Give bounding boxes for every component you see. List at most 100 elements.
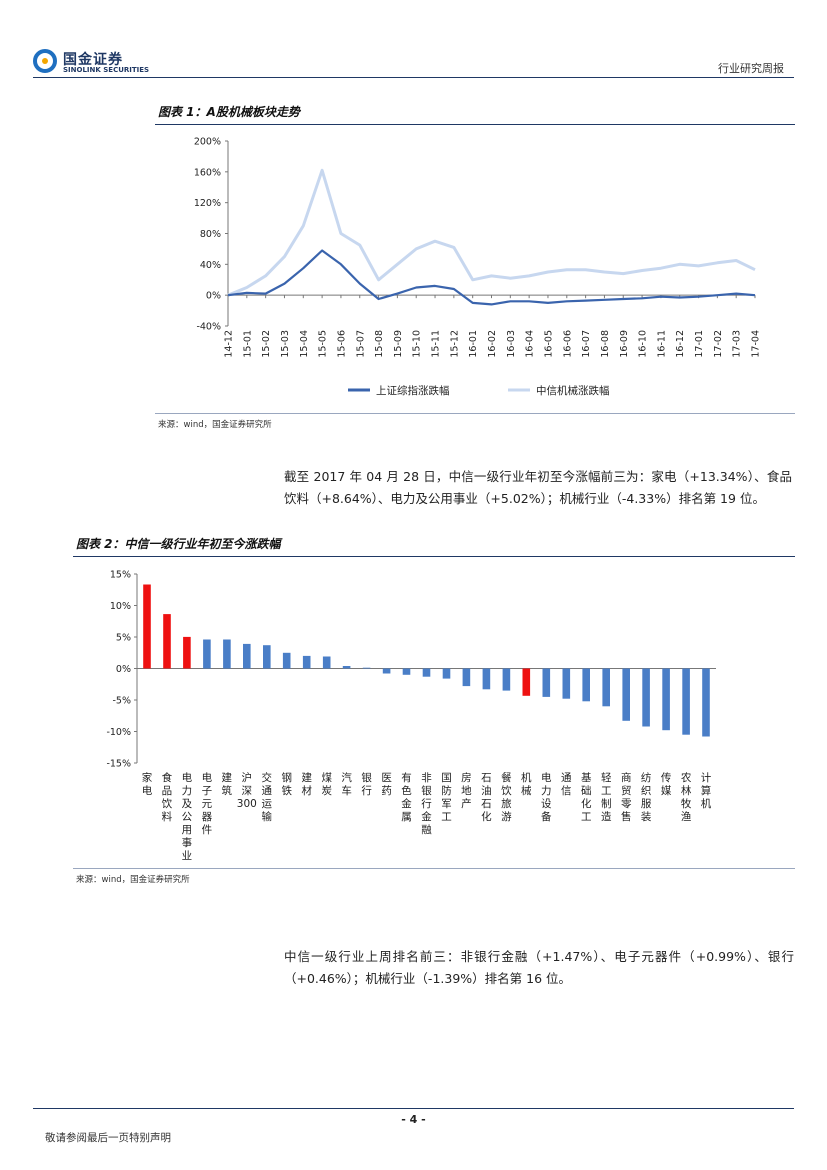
figure1-title: 图表 1：A股机械板块走势 [158,105,300,119]
bar-4 [223,639,231,669]
category-label-23: 轻工制造 [601,771,612,823]
category-label-1: 食品饮料 [162,771,173,823]
category-label-14: 非银行金融 [421,772,432,836]
logo-en: SINOLINK SECURITIES [63,66,150,74]
category-label-28: 计算机 [701,771,712,810]
bar-chart: 15%10%5%0%-5%-10%-15%家电食品饮料电力及公用事业电子元器件建… [106,570,716,862]
category-label-0: 家电 [142,771,153,797]
bar-27 [682,668,690,735]
bar-0 [143,584,151,669]
x-tick-label: 16-01 [468,330,479,358]
bar-16 [462,668,471,687]
category-label-10: 汽车 [341,771,352,797]
bar-28 [702,668,710,737]
category-label-21: 通信 [561,772,572,797]
y-tick-label: -40% [196,322,221,333]
bar-13 [402,668,411,675]
x-tick-label: 15-08 [374,330,385,358]
bar-19 [522,668,531,696]
figure1-bottom-rule [155,413,795,414]
x-tick-label: 16-02 [487,330,498,358]
category-label-11: 银行 [361,771,372,797]
footer-note: 敬请参阅最后一页特别声明 [45,1132,171,1144]
figure2-title: 图表 2：中信一级行业年初至今涨跌幅 [76,537,281,551]
x-tick-label: 15-09 [393,330,404,358]
bar-17 [482,668,491,690]
category-label-8: 建材 [301,771,312,797]
y-tick-label: -5% [113,696,132,707]
category-label-2: 电力及公用事业 [182,771,193,862]
page-number: - 4 - [401,1113,426,1126]
x-tick-label: 15-02 [261,330,272,358]
bar-15 [442,668,451,679]
category-label-17: 石油石化 [481,772,492,823]
x-tick-label: 16-05 [543,330,554,358]
category-label-7: 钢铁 [281,771,292,797]
x-tick-label: 16-11 [656,330,667,358]
x-tick-label: 16-03 [506,330,517,358]
bar-10 [342,666,351,669]
series-line-1 [227,168,756,297]
y-tick-label: 0% [206,291,221,302]
y-tick-label: 200% [194,137,221,148]
legend-label-1: 中信机械涨跌幅 [536,384,610,397]
bar-3 [203,639,211,669]
x-tick-label: 17-03 [732,330,743,358]
bar-5 [243,643,251,669]
category-label-15: 国防军工 [441,772,452,823]
report-type: 行业研究周报 [718,62,784,75]
bar-25 [642,668,650,727]
x-tick-label: 15-10 [412,330,423,358]
y-tick-label: 160% [194,167,221,178]
y-tick-label: 120% [194,198,221,209]
x-tick-label: 16-04 [525,330,536,358]
category-label-19: 机械 [521,771,532,797]
category-label-5: 沪深 300 [237,771,257,810]
bar-12 [382,668,391,674]
bar-21 [562,668,571,699]
x-tick-label: 15-07 [355,330,366,358]
x-tick-label: 17-01 [694,330,705,358]
category-label-6: 交通运输 [262,771,273,823]
bar-22 [582,668,590,702]
x-tick-label: 16-07 [581,330,592,358]
bar-8 [302,655,311,669]
figure2-bottom-rule [73,868,795,869]
y-tick-label: -15% [106,759,131,770]
series-line-0 [227,249,756,306]
bar-26 [662,668,670,731]
y-tick-label: 0% [116,664,131,675]
y-tick-label: 10% [110,601,131,612]
bar-20 [542,668,551,697]
paragraph-ytd: 截至 2017 年 04 月 28 日，中信一级行业年初至今涨幅前三为：家电（+… [284,469,792,506]
category-label-22: 基础化工 [581,771,592,823]
bar-14 [422,668,431,677]
x-tick-label: 15-01 [242,330,253,358]
figure2-source: 来源：wind，国金证券研究所 [76,875,190,885]
legend-label-0: 上证综指涨跌幅 [376,384,450,397]
y-tick-label: 80% [200,229,221,240]
x-tick-label: 15-11 [431,330,442,358]
category-label-3: 电子元器件 [202,771,213,836]
paragraph-weekly: 中信一级行业上周排名前三：非银行金融（+1.47%）、电子元器件（+0.99%）… [284,949,794,986]
x-tick-label: 15-06 [336,330,347,358]
category-label-12: 医药 [381,772,392,797]
y-tick-label: 15% [110,570,131,581]
x-tick-label: 16-09 [619,330,630,358]
category-label-25: 纺织服装 [641,771,652,823]
bar-1 [163,614,171,669]
category-label-13: 有色金属 [401,771,412,823]
bar-7 [282,652,291,669]
figure2-title-rule [73,556,795,557]
x-tick-label: 15-03 [280,330,291,358]
line-chart: 200% 160% 120% 80% 40% 0% -40%14-12 15-01 15-02 1… [194,137,762,398]
x-tick-label: 17-04 [751,330,762,358]
bar-23 [602,668,610,707]
x-tick-label: 17-02 [713,330,724,358]
footer-rule [33,1108,794,1109]
category-label-27: 农林牧渔 [681,771,692,823]
y-tick-label: -10% [106,727,131,738]
x-tick-label: 15-04 [299,330,310,358]
x-tick-label: 16-08 [600,330,611,358]
x-tick-label: 16-10 [638,330,649,358]
